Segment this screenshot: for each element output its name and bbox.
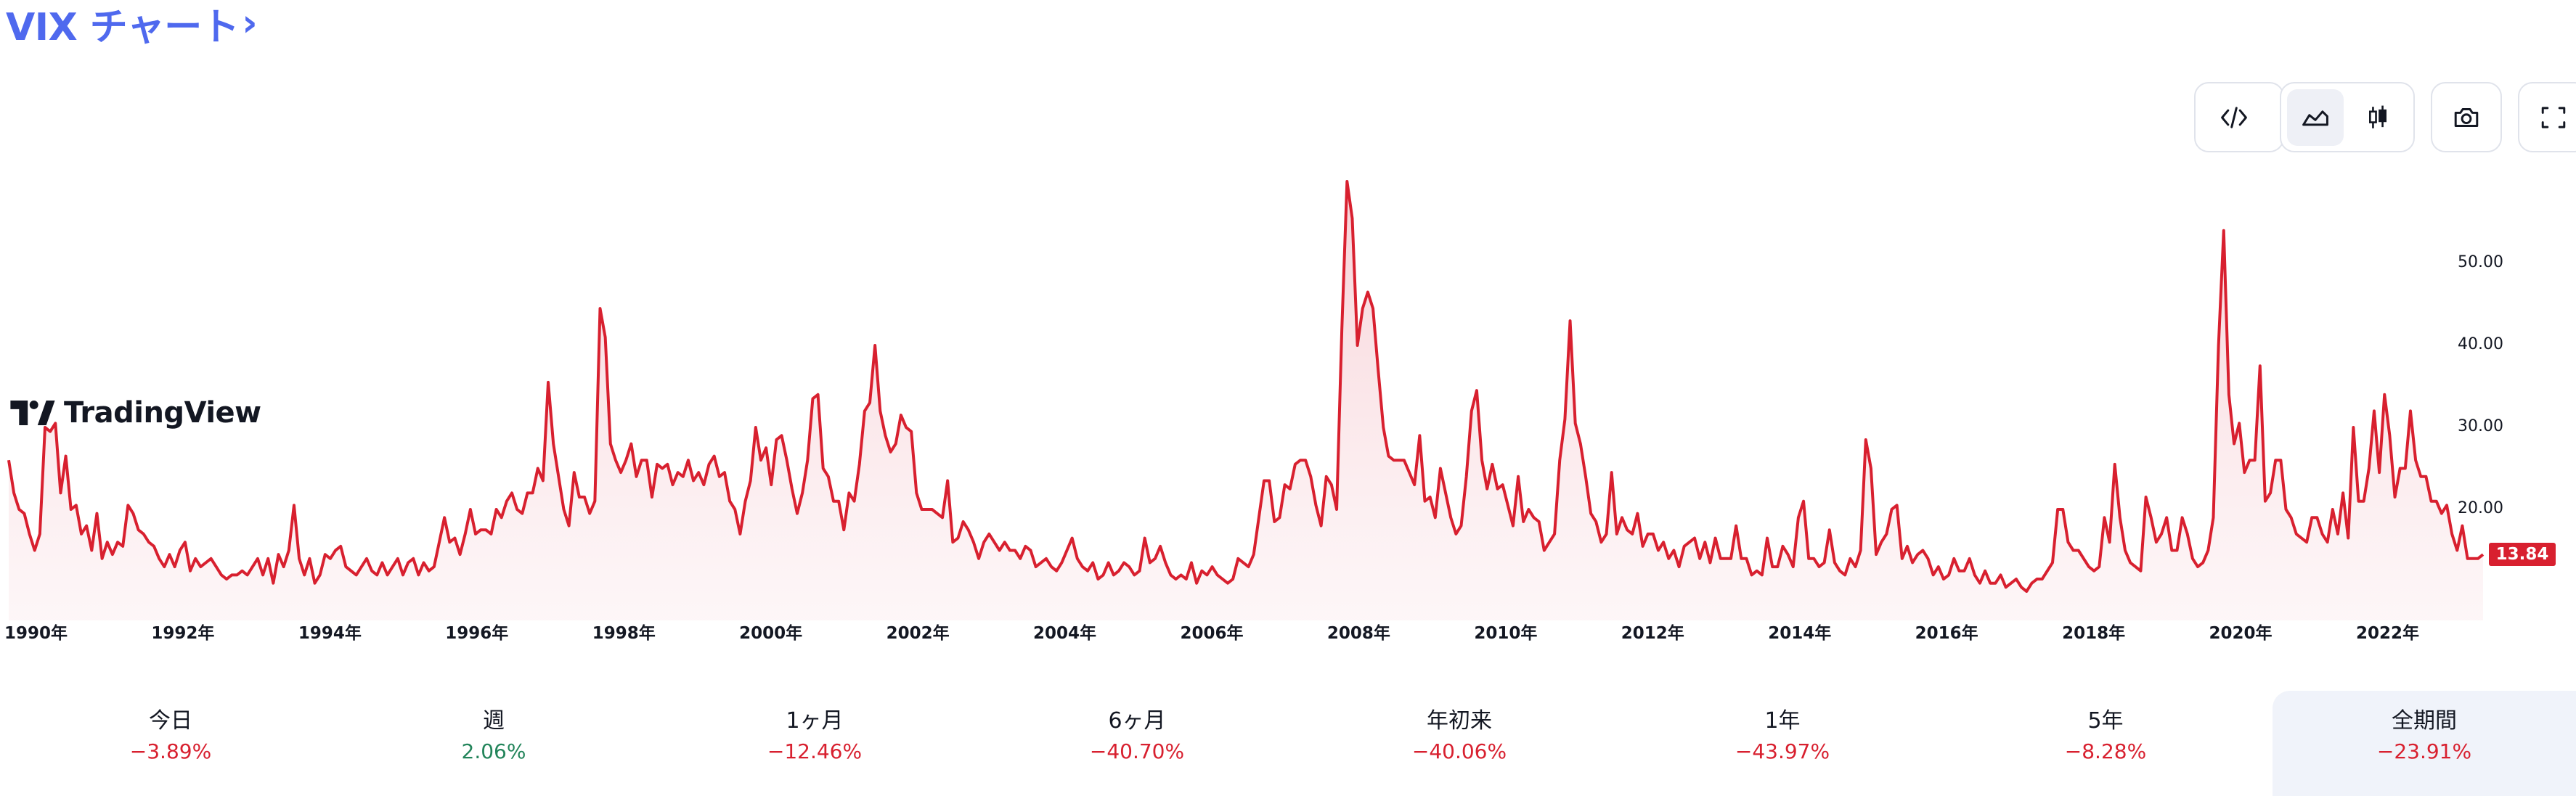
period-tab[interactable]: 年初来 −40.06%: [1307, 691, 1612, 796]
candlestick-icon: [2369, 105, 2387, 128]
candlestick-chart-button[interactable]: [2349, 89, 2406, 146]
tradingview-logo[interactable]: TradingView: [10, 396, 261, 430]
y-tick-label: 20.00: [2458, 499, 2503, 517]
period-change-value: 2.06%: [461, 739, 526, 763]
y-tick-label: 40.00: [2458, 335, 2503, 353]
x-tick-label: 2022年: [2355, 624, 2419, 643]
period-change-value: −3.89%: [129, 739, 212, 763]
period-tabs: 今日 −3.89% 週 2.06% 1ヶ月 −12.46% 6ヶ月 −40.70% 年初来 −40…: [0, 691, 2576, 796]
embed-code-button[interactable]: [2206, 89, 2262, 146]
fullscreen-group: [2518, 82, 2576, 152]
embed-group: [2194, 82, 2284, 152]
y-tick-label: 30.00: [2458, 417, 2503, 435]
screenshot-group: [2431, 82, 2502, 152]
x-tick-label: 2008年: [1326, 624, 1390, 643]
x-tick-label: 1998年: [592, 624, 656, 643]
period-tab[interactable]: 6ヶ月 −40.70%: [985, 691, 1289, 796]
x-tick-label: 2006年: [1180, 624, 1244, 643]
last-price-badge: 13.84: [2489, 543, 2556, 567]
x-tick-label: 2010年: [1474, 624, 1538, 643]
fullscreen-button[interactable]: [2525, 89, 2576, 146]
period-change-value: −8.28%: [2064, 739, 2147, 763]
area-chart-button[interactable]: [2287, 89, 2344, 146]
area-fill: [9, 181, 2483, 620]
x-tick-label: 2014年: [1768, 624, 1832, 643]
period-label: 1ヶ月: [786, 708, 844, 734]
area-chart-icon: [2302, 110, 2328, 126]
period-change-value: −40.70%: [1089, 739, 1185, 763]
x-tick-label: 2002年: [886, 624, 950, 643]
code-icon: [2221, 106, 2247, 128]
period-change-value: −43.97%: [1735, 739, 1830, 763]
y-tick-label: 50.00: [2458, 253, 2503, 271]
x-tick-label: 2000年: [739, 624, 803, 643]
period-label: 5年: [2087, 708, 2124, 734]
period-label: 6ヶ月: [1108, 708, 1166, 734]
period-tab[interactable]: 1年 −43.97%: [1630, 691, 1935, 796]
period-tab[interactable]: 週 2.06%: [341, 691, 646, 796]
x-tick-label: 1996年: [445, 624, 509, 643]
period-change-value: −40.06%: [1411, 739, 1507, 763]
x-tick-label: 2018年: [2062, 624, 2126, 643]
x-tick-label: 2016年: [1915, 624, 1978, 643]
x-tick-label: 1994年: [298, 624, 362, 643]
tradingview-logo-text: TradingView: [64, 396, 261, 430]
period-label: 1年: [1764, 708, 1801, 734]
x-tick-label: 1990年: [4, 624, 68, 643]
period-tab[interactable]: 1ヶ月 −12.46%: [662, 691, 967, 796]
period-change-value: −23.91%: [2376, 739, 2472, 763]
period-label: 今日: [149, 708, 192, 734]
period-tab[interactable]: 今日 −3.89%: [18, 691, 323, 796]
x-tick-label: 2012年: [1621, 624, 1684, 643]
chart-title: VIX チャート: [6, 5, 240, 49]
series-line: [7, 180, 2485, 593]
chart-style-group: [2280, 82, 2415, 152]
screenshot-button[interactable]: [2438, 89, 2495, 146]
x-tick-label: 2020年: [2209, 624, 2273, 643]
period-tab[interactable]: 全期間 −23.91%: [2273, 691, 2576, 796]
period-label: 週: [483, 708, 505, 734]
period-label: 全期間: [2392, 708, 2457, 734]
camera-icon: [2454, 107, 2479, 127]
x-tick-label: 1992年: [151, 624, 215, 643]
fullscreen-icon: [2541, 106, 2566, 128]
period-tab[interactable]: 5年 −8.28%: [1953, 691, 2258, 796]
chevron-right-icon: ›: [242, 1, 258, 45]
chart-title-link[interactable]: VIX チャート ›: [6, 0, 258, 49]
tradingview-logo-icon: [10, 401, 55, 425]
x-tick-label: 2004年: [1033, 624, 1097, 643]
period-label: 年初来: [1427, 708, 1492, 734]
vix-area-chart[interactable]: [0, 0, 2576, 653]
period-change-value: −12.46%: [767, 739, 863, 763]
